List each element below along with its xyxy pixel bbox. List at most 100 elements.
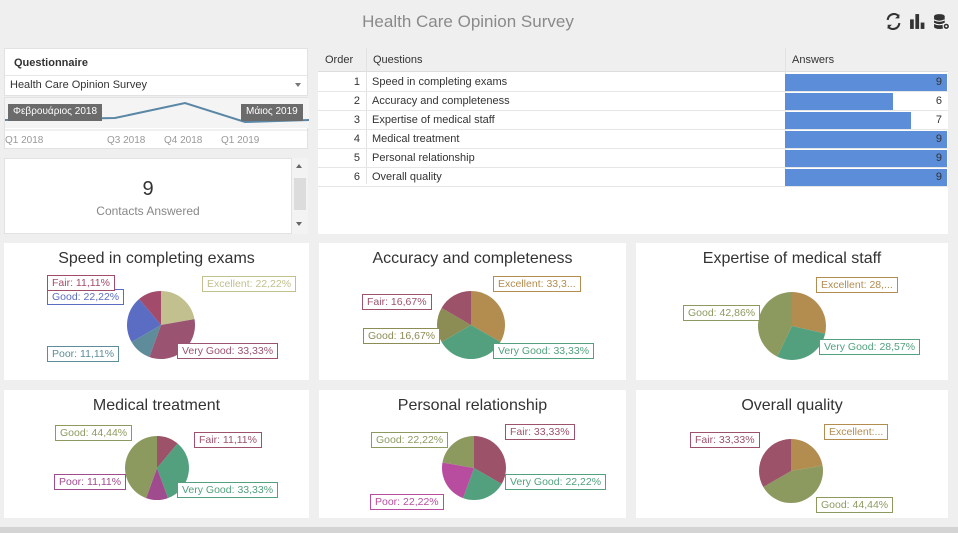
- pie-slice[interactable]: [139, 291, 161, 325]
- bottom-bar: [0, 527, 958, 533]
- pie-slice-label: Excellent: 33,3...: [493, 276, 581, 292]
- answers-value: 9: [935, 152, 942, 164]
- pie-slice[interactable]: [146, 468, 168, 500]
- answers-bar: [785, 150, 947, 167]
- answers-bar: [785, 131, 947, 148]
- pie-slice[interactable]: [759, 439, 791, 487]
- pie-slice-label: Good: 22,22%: [47, 289, 125, 305]
- contacts-card: 9 Contacts Answered: [4, 158, 292, 234]
- scroll-down-icon[interactable]: [296, 222, 302, 226]
- pie-slice-label: Excellent: 28,...: [816, 277, 898, 293]
- pie-slice-label: Good: 22,22%: [371, 432, 449, 448]
- table-row[interactable]: 6 Overall quality 9: [318, 168, 948, 187]
- table-row[interactable]: 3 Expertise of medical staff 7: [318, 111, 948, 130]
- pie-slice[interactable]: [437, 308, 471, 343]
- questionnaire-select[interactable]: Health Care Opinion Survey: [5, 76, 307, 96]
- column-header-order[interactable]: Order: [325, 54, 354, 66]
- question-cell: Medical treatment: [372, 133, 460, 145]
- toolbar: [885, 13, 950, 30]
- pie-chart: [437, 291, 505, 359]
- pie-slice-label: Fair: 33,33%: [505, 424, 575, 440]
- pie-slice[interactable]: [777, 326, 826, 360]
- date-range-selector[interactable]: Φεβρουάριος 2018 Μάιος 2019 Q1 2018 Q3 2…: [4, 97, 309, 149]
- pie-slice[interactable]: [474, 436, 506, 484]
- chart-title: Expertise of medical staff: [702, 250, 882, 267]
- contacts-count: 9: [142, 178, 154, 200]
- pie-slice[interactable]: [441, 325, 501, 359]
- table-row[interactable]: 4 Medical treatment 9: [318, 130, 948, 149]
- answers-bar: [785, 74, 947, 91]
- order-cell: 6: [353, 171, 360, 183]
- pie-slice[interactable]: [442, 462, 474, 499]
- pie-slice-label: Fair: 16,67%: [362, 294, 432, 310]
- pie-chart-card: Expertise of medical staff Excellent: 28,…: [636, 243, 948, 380]
- database-settings-icon[interactable]: [933, 13, 950, 30]
- range-start-tag[interactable]: Φεβρουάριος 2018: [8, 104, 103, 121]
- scroll-up-icon[interactable]: [296, 164, 302, 168]
- pie-slice[interactable]: [792, 292, 826, 334]
- answers-value: 9: [935, 171, 942, 183]
- pie-slice-label: Good: 42,86%: [683, 305, 761, 321]
- pie-chart-card: Personal relationship Fair: 33,33% Very Go…: [319, 390, 626, 518]
- pie-slice-label: Very Good: 33,33%: [177, 343, 279, 359]
- scroll-thumb[interactable]: [294, 178, 306, 210]
- pie-slice[interactable]: [758, 292, 792, 357]
- pie-slice-label: Poor: 11,11%: [54, 474, 127, 490]
- pie-slice[interactable]: [127, 298, 161, 342]
- chart-title: Speed in completing exams: [58, 250, 255, 267]
- chart-title: Accuracy and completeness: [372, 250, 573, 267]
- answers-value: 6: [935, 95, 942, 107]
- scrollbar[interactable]: [292, 158, 308, 234]
- grid-header: Order Questions Answers: [318, 48, 948, 72]
- chart-title: Medical treatment: [92, 397, 221, 414]
- pie-slice[interactable]: [763, 465, 823, 503]
- range-axis-label: Q1 2018: [5, 135, 44, 146]
- pie-slice-label: Poor: 11,11%: [47, 346, 120, 362]
- pie-slice-label: Good: 16,67%: [363, 328, 441, 344]
- range-axis-label: Q4 2018: [164, 135, 203, 146]
- pie-slice-label: Poor: 22,22%: [370, 494, 444, 510]
- range-end-tag[interactable]: Μάιος 2019: [241, 104, 303, 121]
- question-cell: Accuracy and completeness: [372, 95, 510, 107]
- chevron-down-icon[interactable]: [295, 83, 301, 87]
- chart-title: Personal relationship: [397, 397, 548, 414]
- pie-slice-label: Very Good: 33,33%: [177, 482, 279, 498]
- pie-slice[interactable]: [471, 291, 505, 342]
- pie-chart-card: Overall quality Excellent:... Good: 44,44%…: [636, 390, 948, 518]
- questionnaire-selected-value: Health Care Opinion Survey: [10, 79, 147, 91]
- order-cell: 5: [353, 152, 360, 164]
- questionnaire-panel: Questionnaire Health Care Opinion Survey: [4, 48, 308, 96]
- pie-slice[interactable]: [442, 436, 474, 468]
- pie-slice[interactable]: [441, 291, 471, 325]
- pie-slice-label: Good: 44,44%: [55, 425, 133, 441]
- pie-slice[interactable]: [125, 436, 157, 499]
- questions-grid: Order Questions Answers 1 Speed in comple…: [318, 48, 948, 234]
- pie-slice[interactable]: [157, 436, 178, 468]
- questionnaire-header: Questionnaire: [5, 49, 307, 76]
- pie-chart-card: Accuracy and completeness Excellent: 33,3…: [319, 243, 626, 380]
- table-row[interactable]: 1 Speed in completing exams 9: [318, 73, 948, 92]
- answers-value: 9: [935, 133, 942, 145]
- answers-value: 7: [935, 114, 942, 126]
- pie-slice-label: Very Good: 33,33%: [493, 343, 595, 359]
- refresh-icon[interactable]: [885, 13, 902, 30]
- column-header-questions[interactable]: Questions: [373, 54, 423, 66]
- pie-chart: [759, 439, 823, 503]
- pie-slice[interactable]: [131, 325, 161, 357]
- pie-slice[interactable]: [161, 291, 195, 325]
- question-cell: Overall quality: [372, 171, 442, 183]
- pie-slice[interactable]: [463, 468, 502, 500]
- question-cell: Speed in completing exams: [372, 76, 508, 88]
- pie-chart: [125, 436, 190, 500]
- pie-slice[interactable]: [791, 439, 823, 471]
- table-row[interactable]: 5 Personal relationship 9: [318, 149, 948, 168]
- answers-bar: [785, 169, 947, 186]
- pie-chart-card: Speed in completing exams Excellent: 22,2…: [4, 243, 309, 380]
- table-row[interactable]: 2 Accuracy and completeness 6: [318, 92, 948, 111]
- pie-slice-label: Very Good: 22,22%: [505, 474, 607, 490]
- contacts-label: Contacts Answered: [96, 204, 200, 218]
- bar-chart-icon[interactable]: [909, 13, 926, 30]
- chart-title: Overall quality: [741, 397, 843, 414]
- range-axis-label: Q1 2019: [221, 135, 260, 146]
- column-header-answers[interactable]: Answers: [792, 54, 835, 66]
